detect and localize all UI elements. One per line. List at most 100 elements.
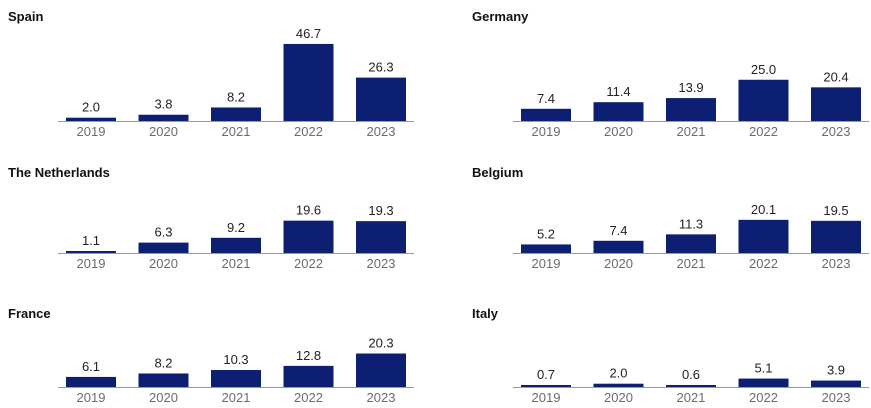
x-tick-label: 2021 (677, 390, 706, 405)
data-label: 20.1 (751, 202, 776, 217)
bar (138, 373, 189, 387)
bar (211, 370, 261, 387)
x-tick-label: 2022 (294, 124, 323, 139)
x-tick-label: 2019 (77, 256, 106, 271)
bar (283, 365, 334, 387)
chart-panel: Germany 7.4 2019 11.4 2020 13.9 2021 25.0 2022 20… (472, 9, 869, 139)
bar (521, 385, 571, 387)
bar (811, 87, 861, 121)
data-label: 19.5 (823, 203, 848, 218)
chart-title: Italy (472, 306, 499, 321)
bar (283, 220, 334, 253)
x-tick-label: 2019 (77, 390, 106, 405)
x-tick-label: 2019 (77, 124, 106, 139)
chart-title: France (8, 306, 51, 321)
x-tick-label: 2023 (367, 124, 396, 139)
data-label: 1.1 (82, 233, 100, 248)
bar (738, 79, 789, 121)
x-tick-label: 2022 (294, 256, 323, 271)
x-tick-label: 2023 (367, 390, 396, 405)
data-label: 8.2 (227, 89, 245, 104)
data-label: 46.7 (296, 26, 321, 41)
data-label: 8.2 (154, 355, 172, 370)
chart-title: Spain (8, 9, 43, 24)
bar (66, 376, 116, 387)
data-label: 11.4 (606, 84, 630, 99)
bar (666, 234, 716, 253)
data-label: 6.1 (82, 359, 100, 374)
data-label: 20.3 (368, 336, 393, 351)
data-label: 2.0 (82, 100, 100, 115)
bar (521, 108, 571, 121)
data-label: 3.9 (827, 363, 845, 378)
bar (521, 244, 571, 253)
bar (666, 98, 716, 121)
chart-panel: The Netherlands 1.1 2019 6.3 2020 9.2 2021 19.6… (8, 165, 414, 271)
x-tick-label: 2020 (149, 124, 178, 139)
data-label: 9.2 (227, 220, 245, 235)
x-tick-label: 2021 (222, 256, 251, 271)
x-tick-label: 2019 (532, 390, 561, 405)
data-label: 6.3 (154, 225, 172, 240)
chart-title: Belgium (472, 165, 523, 180)
data-label: 20.4 (823, 69, 848, 84)
chart-title: Germany (472, 9, 529, 24)
bar (66, 117, 116, 121)
x-tick-label: 2022 (749, 256, 778, 271)
bar (666, 385, 716, 387)
bar (138, 242, 189, 253)
data-label: 19.6 (296, 203, 321, 218)
data-label: 2.0 (609, 366, 627, 381)
data-label: 26.3 (368, 60, 393, 75)
bar (593, 240, 644, 253)
bar (356, 353, 406, 387)
chart-title: The Netherlands (8, 165, 110, 180)
bar (593, 383, 644, 387)
data-label: 7.4 (537, 91, 555, 106)
data-label: 12.8 (296, 348, 321, 363)
bar (356, 221, 406, 253)
x-tick-label: 2020 (149, 256, 178, 271)
x-tick-label: 2021 (677, 256, 706, 271)
bar (738, 378, 789, 387)
data-label: 7.4 (609, 223, 627, 238)
bar (738, 219, 789, 253)
data-label: 13.9 (678, 80, 703, 95)
data-label: 5.1 (754, 361, 772, 376)
x-tick-label: 2020 (604, 124, 633, 139)
chart-panel: Spain 2.0 2019 3.8 2020 8.2 2021 46.7 2022 26.3 20… (8, 9, 414, 139)
chart-panel: Belgium 5.2 2019 7.4 2020 11.3 2021 20.1 2022 19.… (472, 165, 869, 271)
x-tick-label: 2020 (604, 390, 633, 405)
data-label: 3.8 (154, 97, 172, 112)
bar (211, 107, 261, 121)
data-label: 5.2 (537, 226, 555, 241)
x-tick-label: 2020 (604, 256, 633, 271)
x-tick-label: 2019 (532, 124, 561, 139)
data-label: 25.0 (751, 62, 776, 77)
data-label: 0.6 (682, 367, 700, 382)
data-label: 19.3 (368, 203, 393, 218)
chart-panel: France 6.1 2019 8.2 2020 10.3 2021 12.8 2022 20.3… (8, 306, 414, 405)
x-tick-label: 2023 (822, 124, 851, 139)
bar (66, 251, 116, 253)
bar (211, 237, 261, 253)
x-tick-label: 2022 (294, 390, 323, 405)
bar (356, 77, 406, 121)
x-tick-label: 2021 (222, 124, 251, 139)
bar (283, 43, 334, 121)
x-tick-label: 2023 (822, 256, 851, 271)
x-tick-label: 2019 (532, 256, 561, 271)
bar (138, 114, 189, 121)
bar (593, 102, 644, 121)
data-label: 11.3 (679, 216, 703, 231)
x-tick-label: 2020 (149, 390, 178, 405)
x-tick-label: 2021 (677, 124, 706, 139)
x-tick-label: 2022 (749, 390, 778, 405)
x-tick-label: 2023 (822, 390, 851, 405)
chart-panel: Italy 0.7 2019 2.0 2020 0.6 2021 5.1 2022 3.9 2023 (472, 306, 869, 405)
x-tick-label: 2022 (749, 124, 778, 139)
data-label: 0.7 (537, 367, 555, 382)
bar (811, 380, 861, 387)
x-tick-label: 2021 (222, 390, 251, 405)
